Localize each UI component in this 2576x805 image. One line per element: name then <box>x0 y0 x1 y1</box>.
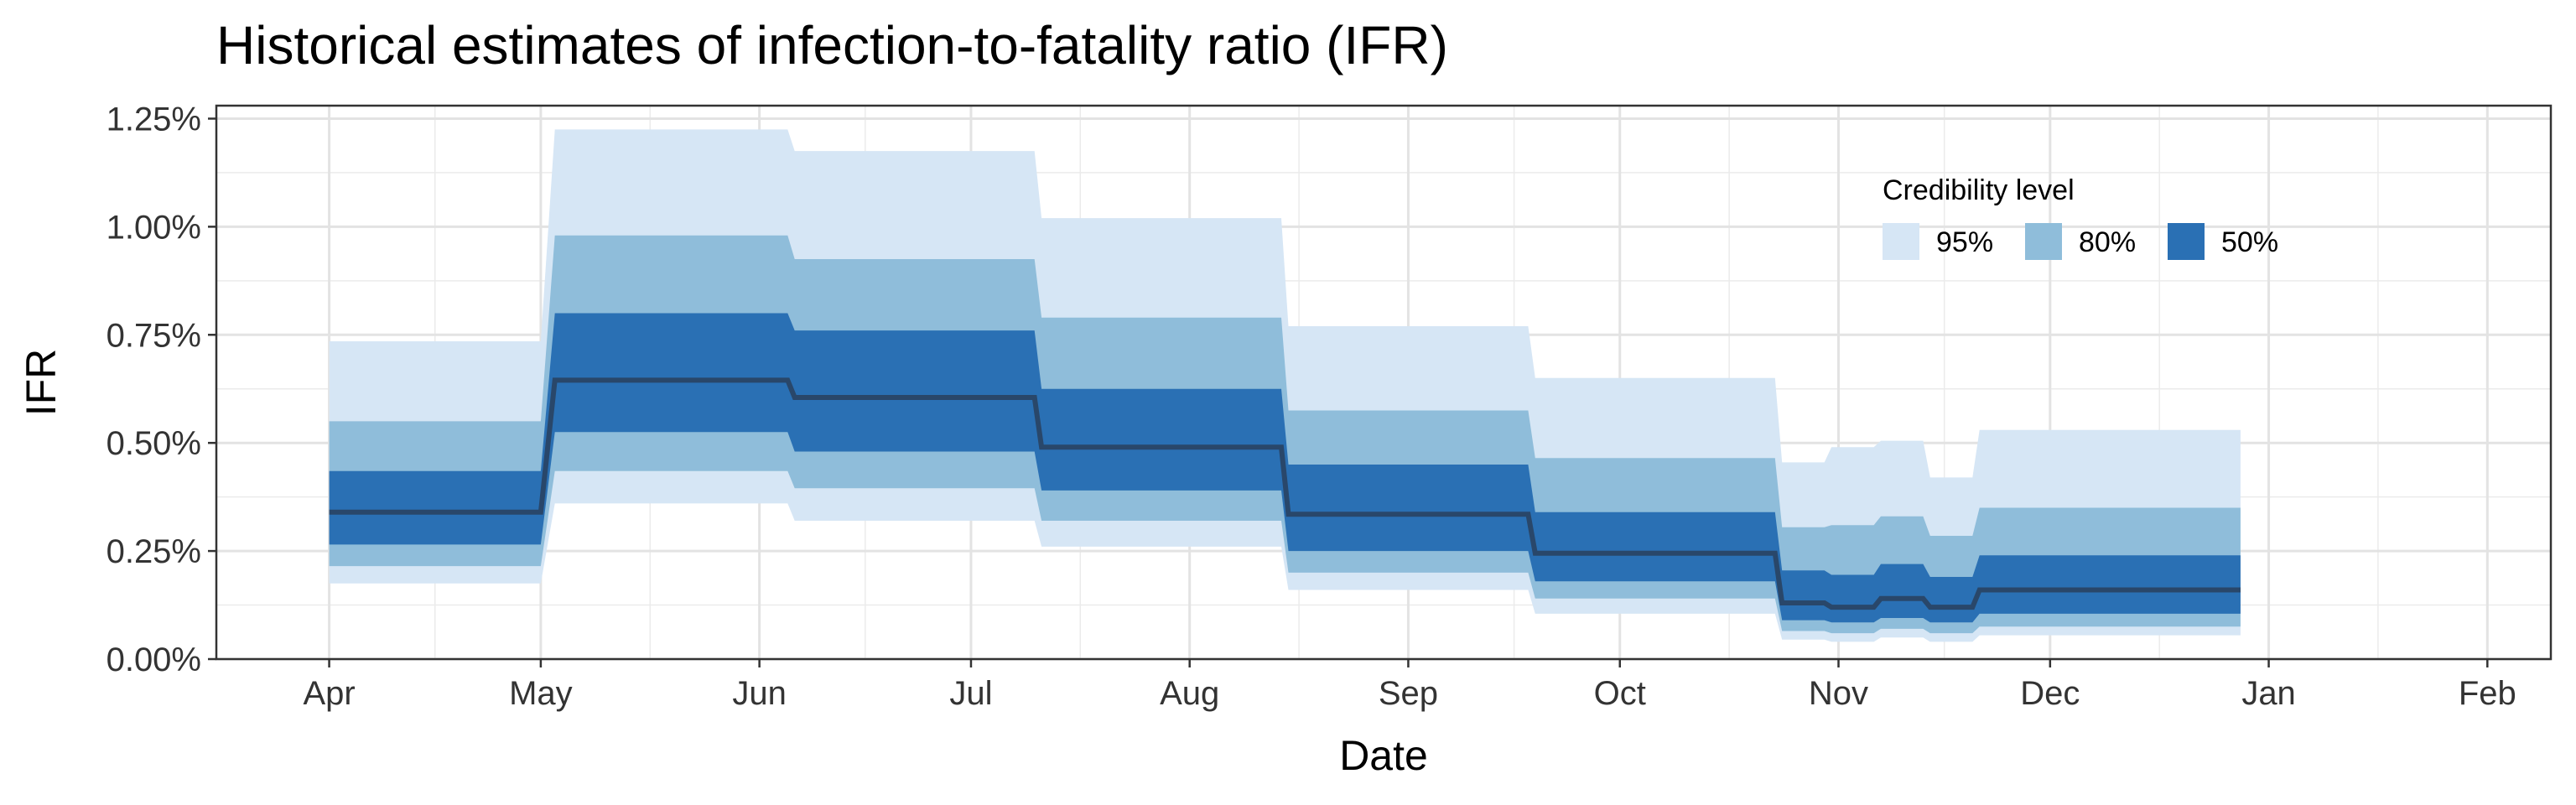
x-tick-label: Sep <box>1379 675 1438 712</box>
median-line <box>329 377 2241 610</box>
y-tick-label: 0.50% <box>106 425 201 462</box>
x-tick-label: May <box>509 675 573 712</box>
x-axis-title: Date <box>1339 732 1428 779</box>
legend-title: Credibility level <box>1883 174 2075 206</box>
chart-title: Historical estimates of infection-to-fat… <box>216 15 1448 75</box>
legend-item-50: 50% <box>2168 223 2278 260</box>
y-tick-label: 0.75% <box>106 317 201 354</box>
y-tick-label: 1.00% <box>106 209 201 246</box>
legend-label: 50% <box>2221 226 2278 258</box>
x-tick-label: Apr <box>303 675 355 712</box>
x-tick-label: Nov <box>1809 675 1868 712</box>
x-axis: Apr May Jun Jul Aug Sep Oct Nov Dec Jan Feb <box>303 659 2516 712</box>
x-tick-label: Jun <box>732 675 787 712</box>
legend-item-95: 95% <box>1883 223 1993 260</box>
y-axis: 0.00% 0.25% 0.50% 0.75% 1.00% 1.25% <box>106 101 216 678</box>
legend-key <box>1883 223 1919 260</box>
x-tick-label: Jan <box>2241 675 2296 712</box>
x-tick-label: Dec <box>2020 675 2080 712</box>
legend: Credibility level 95% 80% 50% <box>1883 174 2278 260</box>
x-tick-label: Oct <box>1594 675 1646 712</box>
x-tick-label: Feb <box>2459 675 2516 712</box>
x-tick-label: Aug <box>1160 675 1219 712</box>
legend-item-80: 80% <box>2025 223 2136 260</box>
y-tick-label: 1.25% <box>106 101 201 138</box>
legend-label: 95% <box>1936 226 1993 258</box>
y-tick-label: 0.25% <box>106 533 201 570</box>
x-tick-label: Jul <box>949 675 992 712</box>
legend-key <box>2025 223 2062 260</box>
legend-label: 80% <box>2079 226 2136 258</box>
legend-key <box>2168 223 2205 260</box>
plot-border <box>215 104 2553 661</box>
y-axis-title: IFR <box>18 349 65 417</box>
y-tick-label: 0.00% <box>106 641 201 678</box>
